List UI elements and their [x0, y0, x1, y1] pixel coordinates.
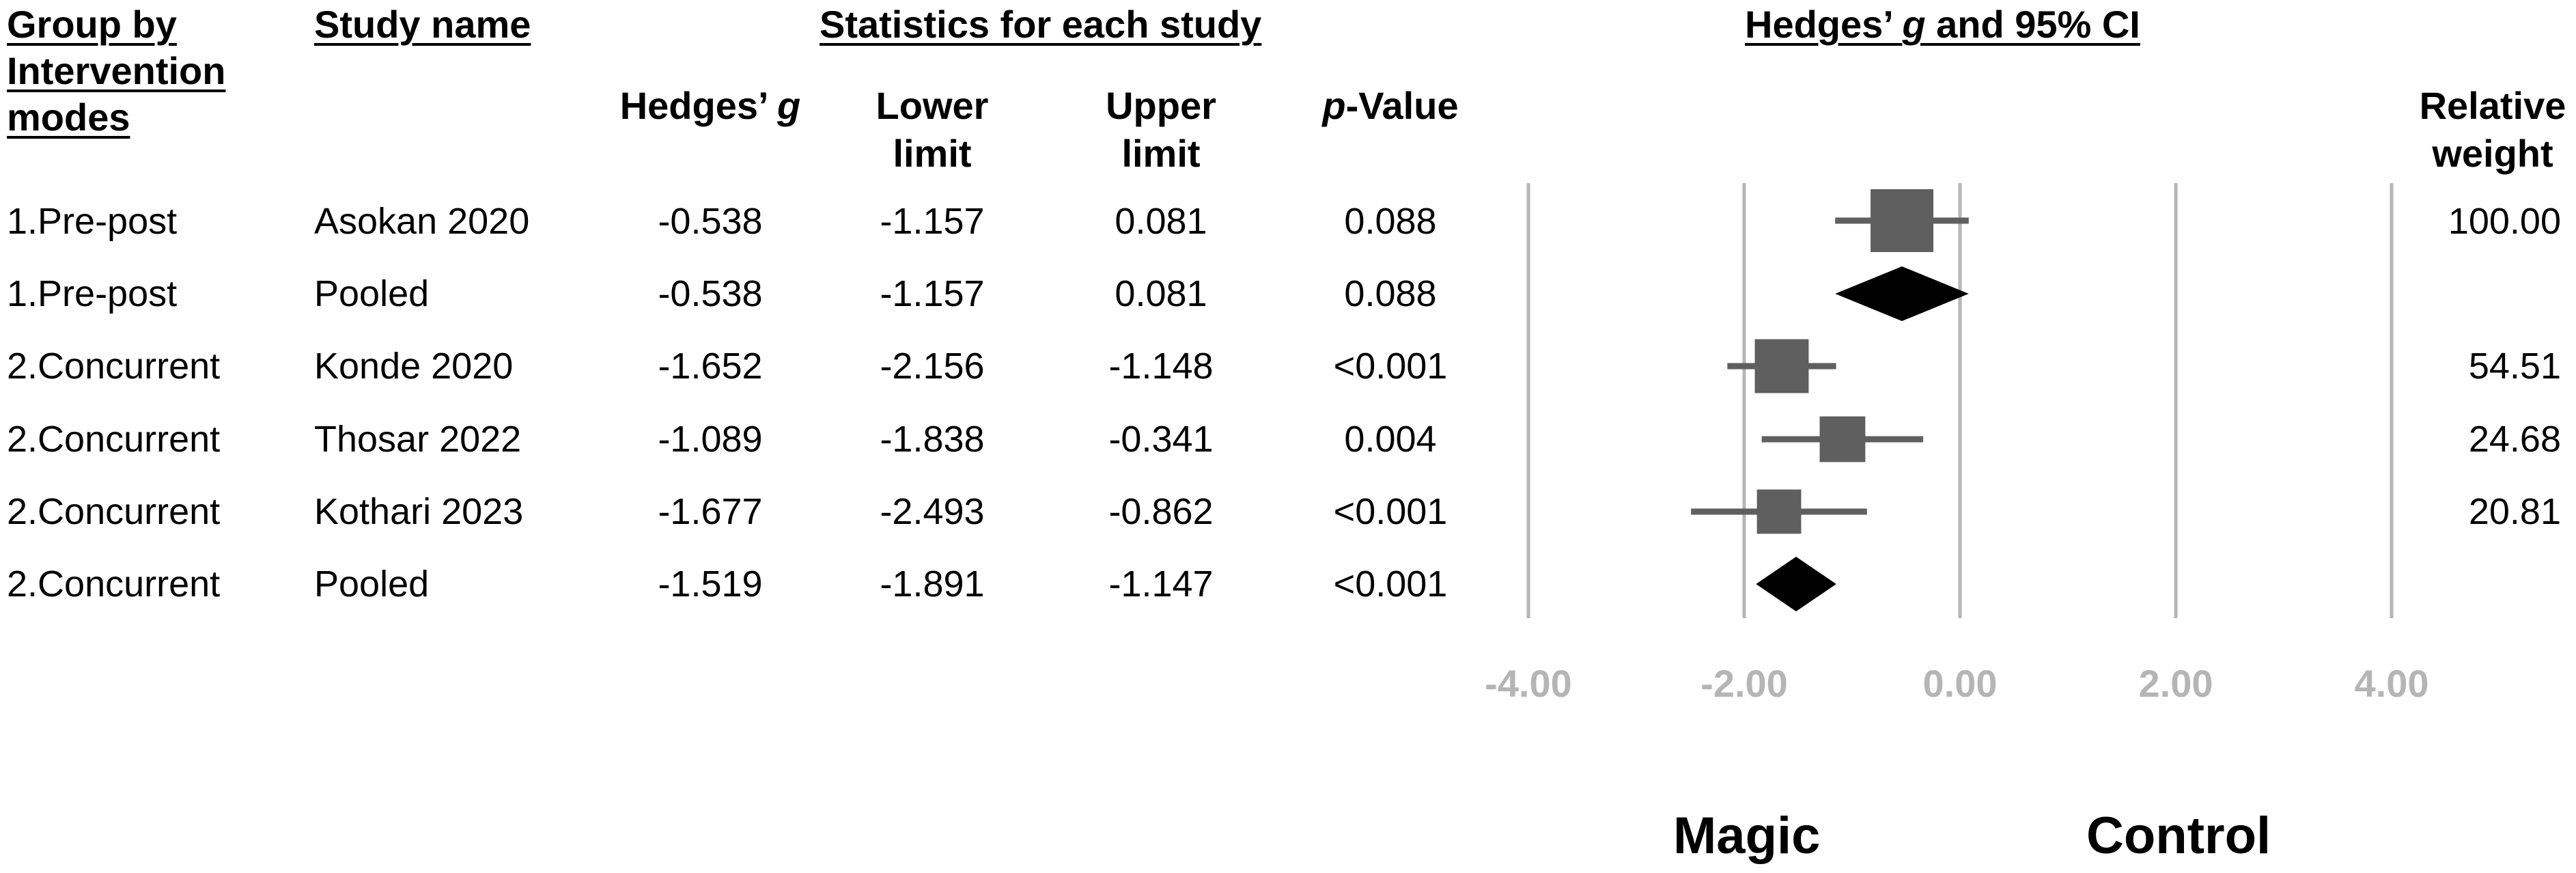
x-tick-label: 0.00 [1922, 662, 1998, 705]
ci-header-g: g [1902, 3, 1926, 46]
lower-limit-cell: -1.157 [880, 201, 985, 242]
pooled-diamond [1835, 266, 1969, 321]
group-cell: 1.Pre-post [7, 201, 178, 242]
study-name-cell: Pooled [314, 564, 430, 605]
upper-limit-cell: 0.081 [1115, 273, 1207, 314]
hedges-g-cell: -1.652 [658, 346, 763, 387]
relative-weight-cell: 100.00 [2448, 201, 2561, 242]
study-name-cell: Kothari 2023 [314, 491, 524, 532]
upper-limit-col-line2: limit [1121, 132, 1201, 175]
hedges-g-cell: -0.538 [658, 273, 763, 314]
x-tick-label: -2.00 [1700, 662, 1788, 705]
hedges-g-cell: -1.677 [658, 491, 763, 532]
group-cell: 2.Concurrent [7, 491, 221, 532]
group-cell: 2.Concurrent [7, 419, 221, 460]
group-header-line3: modes [7, 96, 130, 139]
p-value-cell: <0.001 [1333, 564, 1448, 605]
effect-size-square [1756, 489, 1802, 534]
relative-weight-cell: 24.68 [2468, 419, 2561, 460]
effect-size-square [1870, 189, 1933, 252]
group-header-line2: Intervention [7, 49, 226, 92]
lower-limit-col-line2: limit [893, 132, 972, 175]
study-name-cell: Konde 2020 [314, 346, 514, 387]
upper-limit-cell: -0.862 [1108, 491, 1214, 532]
favours-magic-label: Magic [1673, 807, 1821, 865]
hedges-g-column-header: Hedges’ g [601, 82, 820, 130]
p-value-col-p: p [1322, 84, 1346, 127]
group-header-line1: Group by [7, 3, 177, 46]
group-cell: 1.Pre-post [7, 273, 178, 314]
lower-limit-cell: -1.157 [880, 273, 985, 314]
x-tick-label: 2.00 [2138, 662, 2213, 705]
lower-limit-cell: -1.838 [880, 419, 985, 460]
study-name-header: Study name [314, 3, 531, 46]
hedges-g-cell: -0.538 [658, 201, 763, 242]
effect-size-square [1754, 339, 1809, 393]
ci-header-post: and 95% CI [1925, 3, 2140, 46]
p-value-cell: <0.001 [1333, 346, 1448, 387]
pooled-diamond [1756, 557, 1836, 611]
p-value-cell: 0.088 [1344, 273, 1437, 314]
lower-limit-cell: -2.493 [880, 491, 985, 532]
stats-header: Statistics for each study [820, 3, 1262, 46]
study-name-cell: Asokan 2020 [314, 201, 530, 242]
p-value-column-header: p-Value [1288, 82, 1493, 130]
upper-limit-column-header: Upper limit [1059, 82, 1263, 178]
upper-limit-cell: -0.341 [1108, 419, 1214, 460]
upper-limit-cell: 0.081 [1115, 201, 1207, 242]
upper-limit-cell: -1.148 [1108, 346, 1214, 387]
hedges-g-cell: -1.519 [658, 564, 763, 605]
favours-control-label: Control [2086, 807, 2271, 865]
relative-weight-cell: 54.51 [2468, 346, 2561, 387]
relative-weight-col-line1: Relative [2419, 84, 2566, 127]
hedges-g-col-g: g [777, 84, 801, 127]
ci-header: Hedges’ g and 95% CI [1745, 1, 2140, 48]
x-tick-label: 4.00 [2354, 662, 2429, 705]
upper-limit-cell: -1.147 [1108, 564, 1214, 605]
p-value-col-post: -Value [1345, 84, 1459, 127]
lower-limit-cell: -1.891 [880, 564, 985, 605]
lower-limit-col-line1: Lower [876, 84, 989, 127]
upper-limit-col-line1: Upper [1106, 84, 1216, 127]
relative-weight-column-header: Relative weight [2390, 82, 2576, 178]
lower-limit-column-header: Lower limit [830, 82, 1035, 178]
hedges-g-cell: -1.089 [658, 419, 763, 460]
study-name-cell: Thosar 2022 [314, 419, 522, 460]
hedges-g-col-pre: Hedges’ [619, 84, 778, 127]
study-name-cell: Pooled [314, 273, 430, 314]
relative-weight-cell: 20.81 [2468, 491, 2561, 532]
effect-size-square [1819, 416, 1866, 462]
relative-weight-col-line2: weight [2432, 132, 2553, 175]
group-cell: 2.Concurrent [7, 564, 221, 605]
ci-header-pre: Hedges’ [1745, 3, 1903, 46]
p-value-cell: 0.004 [1344, 419, 1437, 460]
group-cell: 2.Concurrent [7, 346, 221, 387]
x-tick-label: -4.00 [1485, 662, 1572, 705]
group-header: Group by Intervention modes [7, 1, 225, 141]
p-value-cell: 0.088 [1344, 201, 1437, 242]
p-value-cell: <0.001 [1333, 491, 1448, 532]
lower-limit-cell: -2.156 [880, 346, 985, 387]
